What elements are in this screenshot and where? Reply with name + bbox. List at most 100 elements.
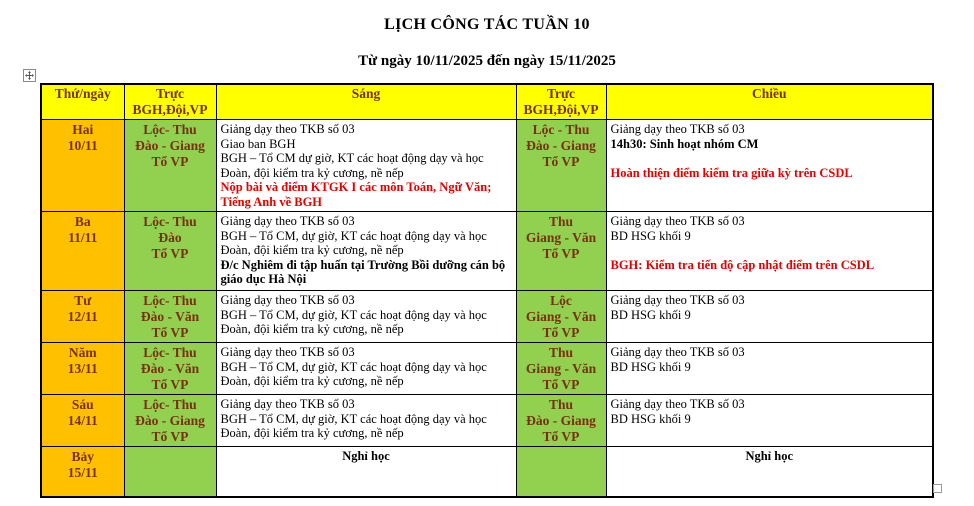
- text-line: Sáu: [71, 397, 94, 412]
- text-line: Lộc- Thu: [143, 293, 197, 308]
- table-row: Tư 12/11 Lộc- Thu Đào - Văn Tổ VP Giảng dạy t…: [40, 290, 934, 343]
- afternoon-cell[interactable]: Nghỉ học: [605, 446, 934, 497]
- text-line: Giang - Văn: [525, 230, 597, 245]
- duty-morning-cell[interactable]: Lộc- Thu Đào - Văn Tổ VP: [123, 342, 217, 395]
- text-line: Lộc- Thu: [143, 214, 197, 229]
- text-line: BGH – Tổ CM, dự giờ, KT các hoạt động dạ…: [220, 307, 487, 337]
- duty-morning-cell[interactable]: Lộc- Thu Đào - Giang Tổ VP: [123, 119, 217, 212]
- text-line: BD HSG khối 9: [610, 307, 691, 322]
- duty-afternoon-cell[interactable]: Thu Giang - Văn Tổ VP: [515, 342, 607, 395]
- weekly-schedule-table: Thứ/ngày Trực BGH,Đội,VP Sáng Trực BGH,Đội,VP…: [40, 83, 934, 498]
- duty-afternoon-cell[interactable]: Thu Giang - Văn Tổ VP: [515, 211, 607, 291]
- morning-cell[interactable]: Giảng dạy theo TKB số 03 Giao ban BGH BGH …: [215, 119, 517, 212]
- text-line: Tổ VP: [151, 246, 189, 261]
- text-line: Lộc- Thu: [143, 345, 197, 360]
- text-line: BGH – Tổ CM, dự giờ, KT các hoạt động dạ…: [220, 411, 487, 441]
- text-line: Giảng dạy theo TKB số 03: [610, 293, 745, 307]
- text-line: Trực: [155, 86, 185, 101]
- text-line: BD HSG khối 9: [610, 411, 691, 426]
- day-cell[interactable]: Bảy 15/11: [40, 446, 125, 497]
- column-header-4[interactable]: Chiều: [605, 83, 934, 120]
- afternoon-cell[interactable]: Giảng dạy theo TKB số 03 BD HSG khối 9: [605, 342, 934, 395]
- text-line: Lộc- Thu: [143, 397, 197, 412]
- text-line: Tổ VP: [151, 325, 189, 340]
- day-cell[interactable]: Sáu 14/11: [40, 394, 125, 447]
- afternoon-cell[interactable]: Giảng dạy theo TKB số 03 BD HSG khối 9: [605, 290, 934, 343]
- text-line: Hoàn thiện điểm kiểm tra giữa kỳ trên CS…: [610, 165, 853, 180]
- duty-afternoon-cell[interactable]: Thu Đào - Giang Tổ VP: [515, 394, 607, 447]
- text-line: 14/11: [67, 413, 98, 428]
- duty-morning-cell[interactable]: Lộc- Thu Đào Tổ VP: [123, 211, 217, 291]
- column-header-1[interactable]: Trực BGH,Đội,VP: [123, 83, 217, 120]
- duty-morning-cell[interactable]: Lộc- Thu Đào - Giang Tổ VP: [123, 394, 217, 447]
- duty-morning-cell[interactable]: Lộc- Thu Đào - Văn Tổ VP: [123, 290, 217, 343]
- text-line: Giang - Văn: [525, 361, 597, 376]
- text-line: Giảng dạy theo TKB số 03: [610, 345, 745, 359]
- page-subtitle: Từ ngày 10/11/2025 đến ngày 15/11/2025: [358, 53, 616, 69]
- text-line: [611, 243, 929, 258]
- table-row: Bảy 15/11 Nghỉ học Nghỉ học: [40, 446, 934, 497]
- text-line: Giảng dạy theo TKB số 03: [610, 214, 745, 228]
- table-header-row: Thứ/ngày Trực BGH,Đội,VP Sáng Trực BGH,Đội,VP…: [40, 83, 934, 120]
- text-line: Thu: [548, 345, 574, 360]
- afternoon-cell[interactable]: Giảng dạy theo TKB số 03 BD HSG khối 9: [605, 394, 934, 447]
- text-line: Lộc- Thu: [143, 122, 197, 137]
- text-line: Tư: [74, 293, 92, 308]
- text-line: Trực: [546, 86, 576, 101]
- text-line: Giảng dạy theo TKB số 03: [220, 293, 355, 307]
- duty-afternoon-cell[interactable]: [515, 446, 607, 497]
- text-line: BGH – Tổ CM dự giờ, KT các hoạt động dạy…: [220, 151, 484, 180]
- text-line: Hai: [72, 122, 94, 137]
- text-line: Giang - Văn: [525, 309, 597, 324]
- day-cell[interactable]: Hai 10/11: [40, 119, 125, 212]
- duty-morning-cell[interactable]: [123, 446, 217, 497]
- morning-cell[interactable]: Giảng dạy theo TKB số 03 BGH – Tổ CM, dự …: [215, 394, 517, 447]
- text-line: Đào - Giang: [526, 138, 596, 153]
- text-line: Lộc - Thu: [532, 122, 590, 137]
- table-move-handle-icon[interactable]: [23, 69, 36, 82]
- text-line: BD HSG khối 9: [610, 228, 691, 243]
- day-cell[interactable]: Tư 12/11: [40, 290, 125, 343]
- text-line: 14h30: Sinh hoạt nhóm CM: [610, 136, 759, 151]
- text-line: 11/11: [68, 230, 98, 245]
- column-header-2[interactable]: Sáng: [215, 83, 517, 120]
- text-line: BGH – Tổ CM, dự giờ, KT các hoạt động dạ…: [220, 228, 487, 258]
- morning-cell[interactable]: Nghỉ học: [215, 446, 517, 497]
- table-resize-handle[interactable]: [933, 484, 942, 493]
- text-line: BD HSG khối 9: [610, 359, 691, 374]
- table-row: Sáu 14/11 Lộc- Thu Đào - Giang Tổ VP Giảng dạ…: [40, 394, 934, 447]
- text-line: Giảng dạy theo TKB số 03: [610, 122, 745, 136]
- text-line: Lộc: [550, 293, 572, 308]
- day-cell[interactable]: Ba 11/11: [40, 211, 125, 291]
- text-line: Ba: [74, 214, 91, 229]
- text-line: Bảy: [71, 449, 94, 464]
- morning-cell[interactable]: Giảng dạy theo TKB số 03 BGH – Tổ CM, dự …: [215, 211, 517, 291]
- afternoon-cell[interactable]: Giảng dạy theo TKB số 03 BD HSG khối 9 BG…: [605, 211, 934, 291]
- text-line: Tổ VP: [542, 377, 580, 392]
- day-cell[interactable]: Năm 13/11: [40, 342, 125, 395]
- text-line: Tổ VP: [542, 246, 580, 261]
- text-line: [611, 151, 929, 166]
- duty-afternoon-cell[interactable]: Lộc - Thu Đào - Giang Tổ VP: [515, 119, 607, 212]
- text-line: Giảng dạy theo TKB số 03: [220, 122, 355, 136]
- text-line: 12/11: [67, 309, 98, 324]
- text-line: BGH,Đội,VP: [132, 102, 208, 117]
- text-line: BGH,Đội,VP: [523, 102, 599, 117]
- document-header: LỊCH CÔNG TÁC TUẦN 10 Từ ngày 10/11/2025…: [0, 0, 974, 70]
- text-line: Giảng dạy theo TKB số 03: [610, 397, 745, 411]
- column-header-0[interactable]: Thứ/ngày: [40, 83, 125, 120]
- column-header-3[interactable]: Trực BGH,Đội,VP: [515, 83, 607, 120]
- text-line: Giảng dạy theo TKB số 03: [220, 397, 355, 411]
- text-line: Thu: [548, 397, 574, 412]
- morning-cell[interactable]: Giảng dạy theo TKB số 03 BGH – Tổ CM, dự …: [215, 290, 517, 343]
- text-line: Tổ VP: [542, 429, 580, 444]
- text-line: 13/11: [67, 361, 98, 376]
- morning-cell[interactable]: Giảng dạy theo TKB số 03 BGH – Tổ CM, dự …: [215, 342, 517, 395]
- text-line: Chiều: [751, 86, 787, 101]
- text-line: Tổ VP: [151, 154, 189, 169]
- text-line: Năm: [68, 345, 97, 360]
- text-line: Thu: [548, 214, 574, 229]
- afternoon-cell[interactable]: Giảng dạy theo TKB số 03 14h30: Sinh hoạt…: [605, 119, 934, 212]
- text-line: Nộp bài và điểm KTGK I các môn Toán, Ngữ…: [220, 180, 492, 209]
- duty-afternoon-cell[interactable]: Lộc Giang - Văn Tổ VP: [515, 290, 607, 343]
